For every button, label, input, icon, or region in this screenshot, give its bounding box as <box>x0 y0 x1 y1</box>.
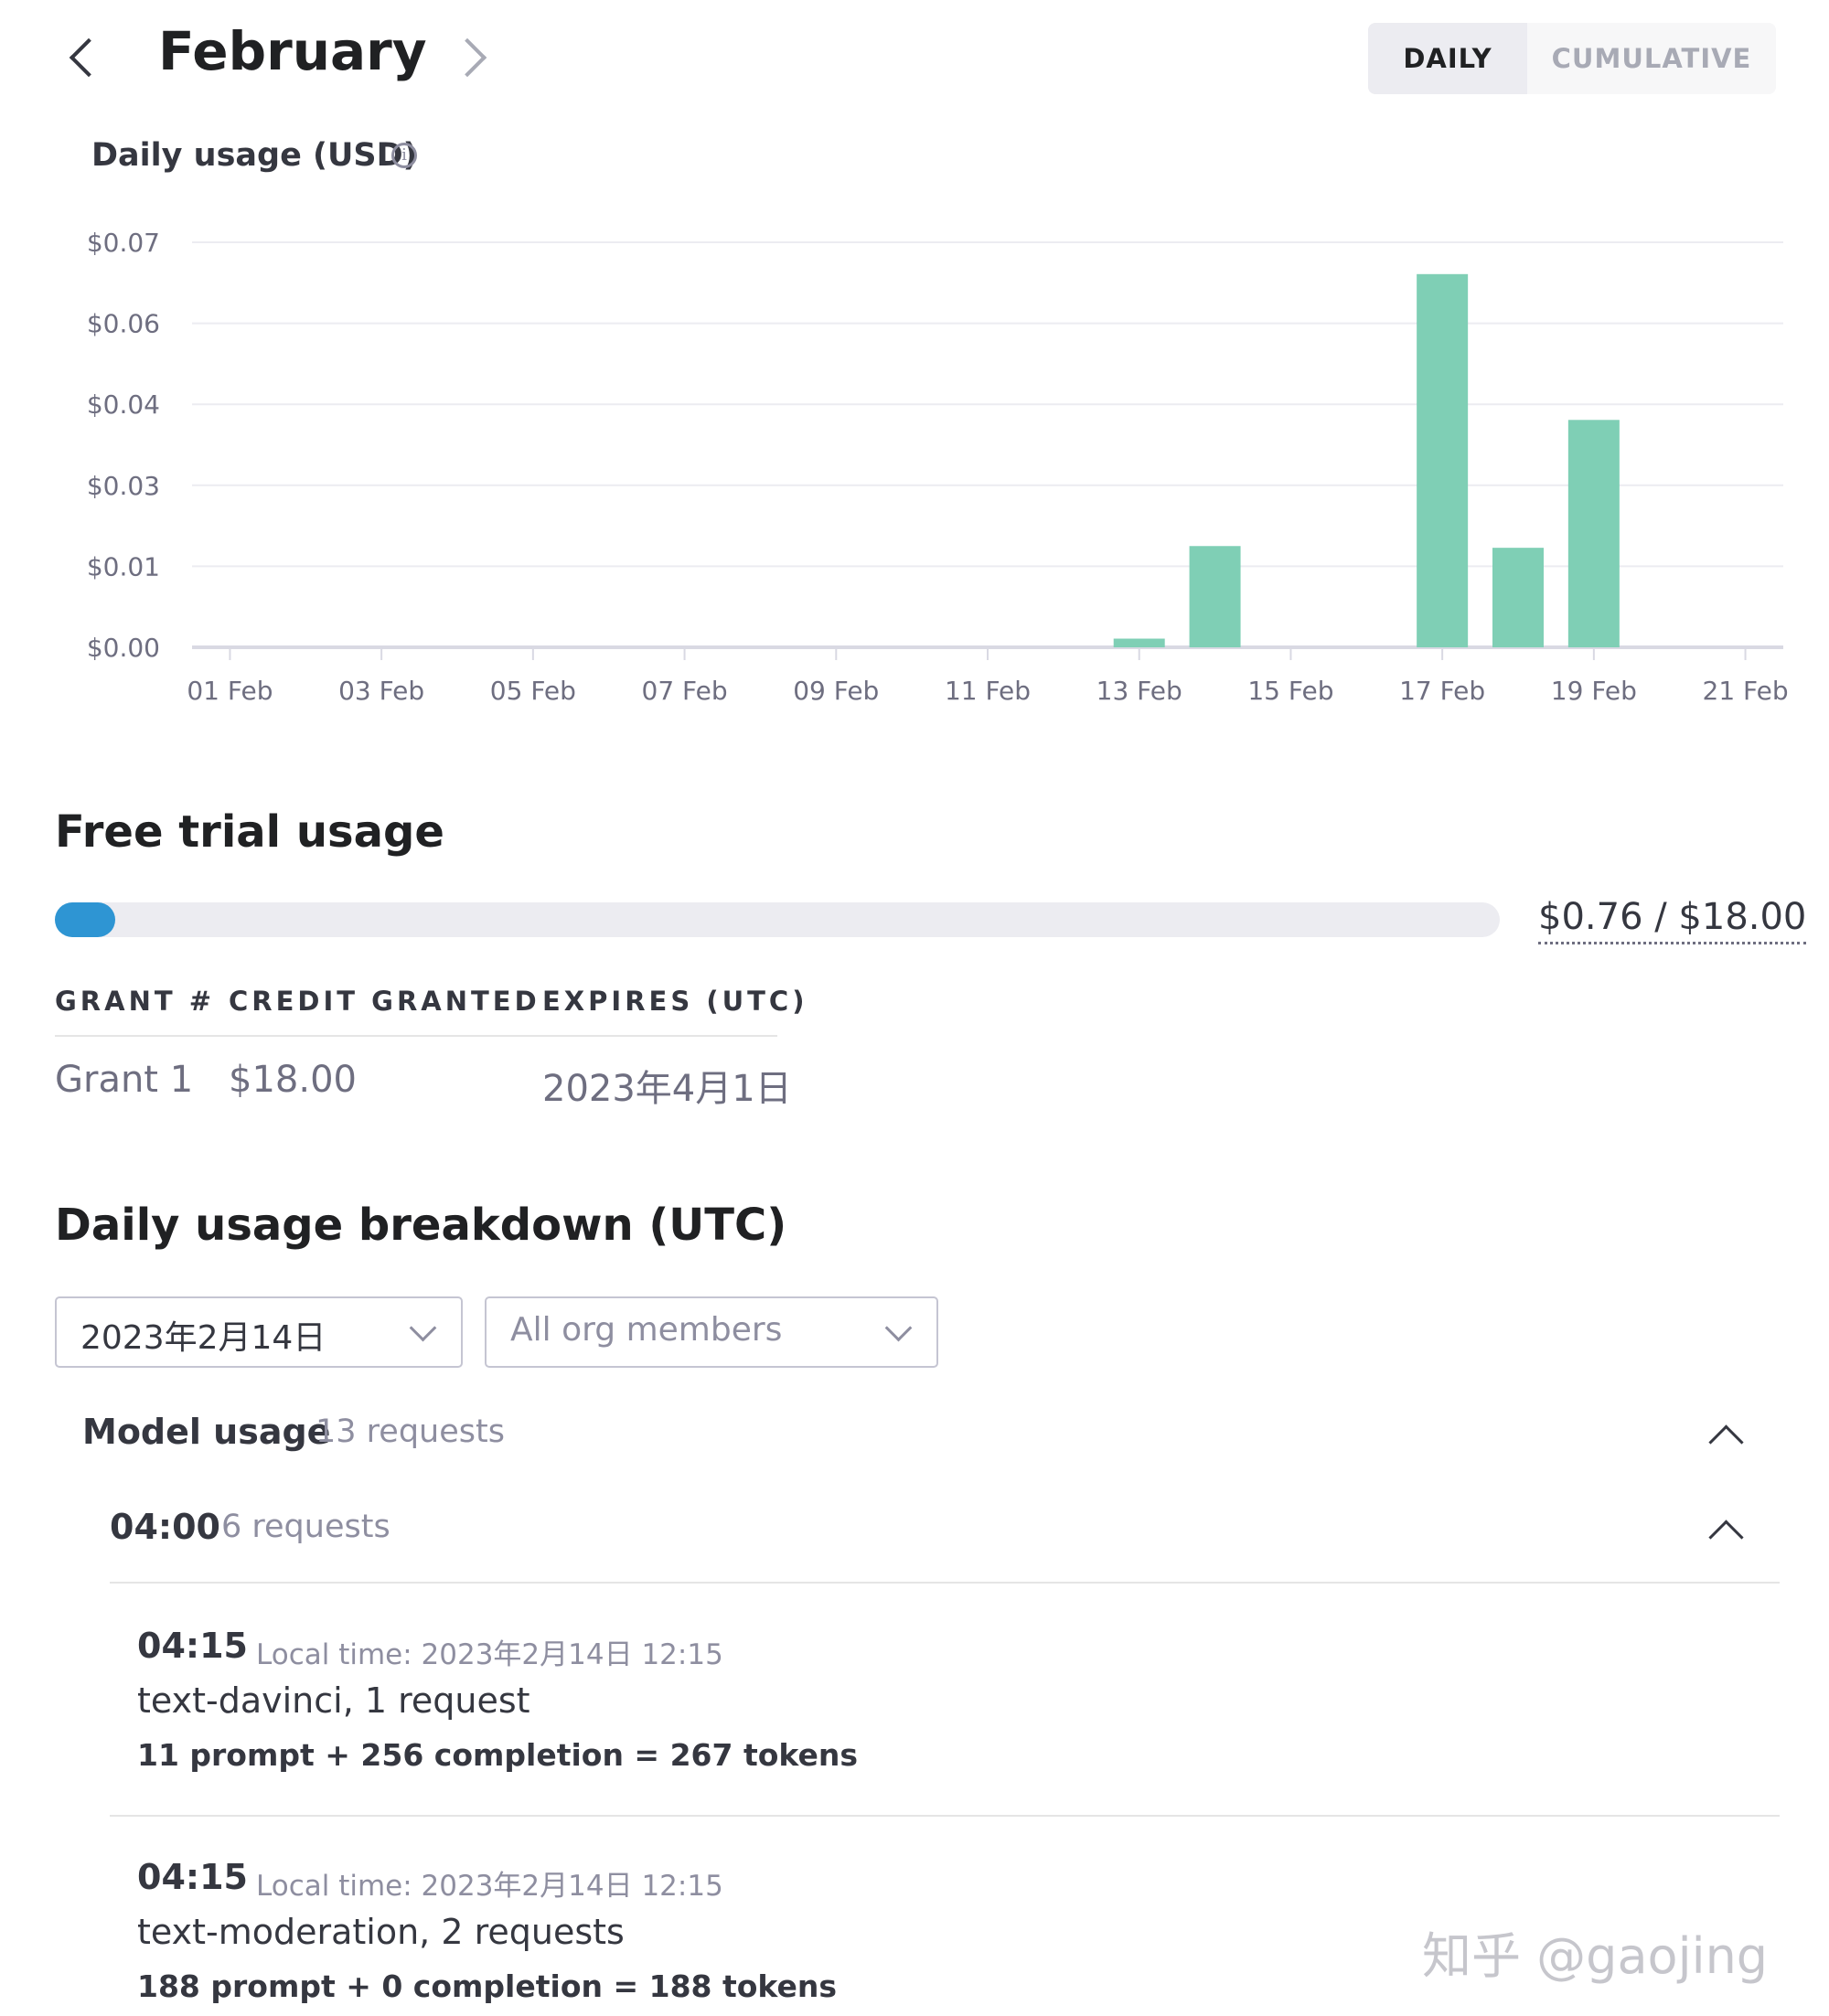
chevron-down-icon <box>409 1314 437 1342</box>
x-tick-label: 01 Feb <box>187 676 273 706</box>
chart-title: Daily usage (USD) <box>91 137 418 174</box>
member-select-value: All org members <box>510 1311 783 1349</box>
hour-group-count: 6 requests <box>221 1509 390 1545</box>
x-tick-label: 15 Feb <box>1247 676 1333 706</box>
x-tick-label: 21 Feb <box>1703 676 1789 706</box>
collapse-chevron-up-icon[interactable] <box>1708 1520 1744 1555</box>
date-select[interactable]: 2023年2月14日 <box>55 1296 463 1368</box>
x-tick-label: 17 Feb <box>1399 676 1485 706</box>
previous-month-chevron-left-icon[interactable] <box>69 37 109 78</box>
free-trial-progress-fill <box>55 902 116 937</box>
x-tick-label: 05 Feb <box>490 676 576 706</box>
entry-time: 04:15 <box>137 1626 248 1666</box>
free-trial-progress-bar <box>55 902 1500 937</box>
daily-usage-bar-chart: $0.00 $0.01 $0.03 $0.04 $0.06 $0.07 01 Feb 03 F… <box>87 228 1789 706</box>
bar[interactable] <box>1417 273 1469 647</box>
free-trial-title: Free trial usage <box>55 806 444 858</box>
y-tick-label: $0.04 <box>87 389 160 420</box>
x-tick-label: 09 Feb <box>793 676 879 706</box>
table-divider <box>55 1035 777 1037</box>
entry-model: text-moderation, 2 requests <box>137 1912 625 1952</box>
entry-tokens: 11 prompt + 256 completion = 267 tokens <box>137 1737 858 1773</box>
grant-cell: Grant 1 <box>55 1059 194 1101</box>
y-tick-label: $0.06 <box>87 309 160 339</box>
entry-divider <box>110 1815 1780 1817</box>
hour-group-label[interactable]: 04:00 <box>110 1507 220 1547</box>
entry-tokens: 188 prompt + 0 completion = 188 tokens <box>137 1968 838 2004</box>
cumulative-toggle-button[interactable]: CUMULATIVE <box>1551 43 1752 74</box>
model-usage-label[interactable]: Model usage <box>82 1412 331 1452</box>
column-header-expires: EXPIRES (UTC) <box>542 986 808 1017</box>
x-tick-label: 19 Feb <box>1551 676 1637 706</box>
column-header-credit-granted: CREDIT GRANTED <box>229 986 540 1017</box>
y-tick-label: $0.01 <box>87 551 160 581</box>
member-select[interactable]: All org members <box>485 1296 938 1368</box>
daily-cumulative-toggle: DAILY CUMULATIVE <box>1368 23 1776 94</box>
x-tick-label: 03 Feb <box>338 676 424 706</box>
breakdown-title: Daily usage breakdown (UTC) <box>55 1200 787 1251</box>
column-header-grant: GRANT # <box>55 986 216 1017</box>
next-month-chevron-right-icon[interactable] <box>447 37 487 78</box>
credit-granted-cell: $18.00 <box>229 1059 357 1101</box>
month-title: February <box>158 20 427 82</box>
entry-model: text-davinci, 1 request <box>137 1680 530 1721</box>
y-tick-label: $0.07 <box>87 228 160 258</box>
entry-time: 04:15 <box>137 1857 248 1897</box>
entry-divider <box>110 1582 1780 1584</box>
date-select-value: 2023年2月14日 <box>80 1319 326 1357</box>
info-circle-icon[interactable]: i <box>391 143 417 168</box>
y-tick-label: $0.00 <box>87 633 160 663</box>
collapse-chevron-up-icon[interactable] <box>1708 1424 1744 1460</box>
expires-cell: 2023年4月1日 <box>542 1068 792 1110</box>
y-tick-label: $0.03 <box>87 471 160 501</box>
daily-toggle-button[interactable]: DAILY <box>1368 23 1527 94</box>
model-usage-count: 13 requests <box>316 1413 505 1450</box>
x-tick-label: 07 Feb <box>642 676 728 706</box>
x-tick-label: 11 Feb <box>945 676 1031 706</box>
bar[interactable] <box>1113 638 1165 647</box>
entry-local-time: Local time: 2023年2月14日 12:15 <box>256 1870 723 1903</box>
usage-amount[interactable]: $0.76 / $18.00 <box>1538 896 1807 944</box>
bar[interactable] <box>1189 546 1241 647</box>
bar[interactable] <box>1492 548 1544 647</box>
chevron-down-icon <box>884 1314 913 1342</box>
watermark: 知乎 @gaojing <box>1422 1927 1769 1985</box>
x-tick-label: 13 Feb <box>1096 676 1182 706</box>
entry-local-time: Local time: 2023年2月14日 12:15 <box>256 1638 723 1671</box>
bar[interactable] <box>1567 420 1620 647</box>
